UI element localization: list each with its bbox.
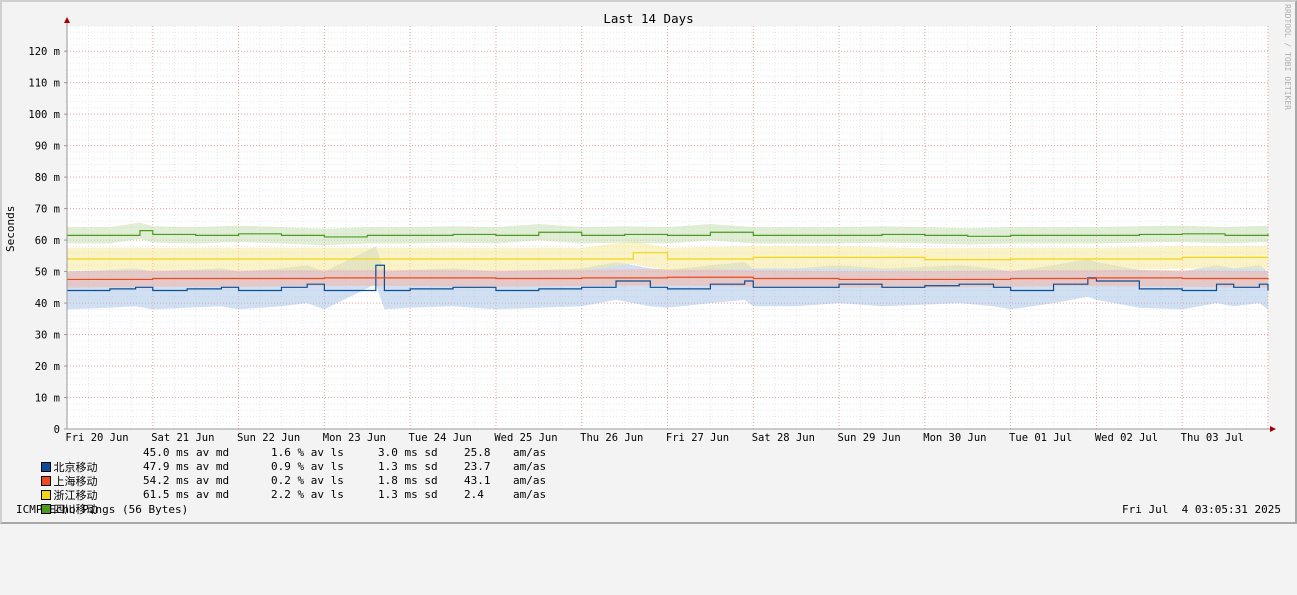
legend-amas: 2.4 [464,488,484,501]
y-tick-label: 100 m [28,109,60,121]
y-tick-label: 0 [54,424,60,436]
legend-amas: 23.7 [464,460,491,473]
legend-row: 四川移动 61.5 ms av md 2.2 % av ls 1.3 ms sd… [14,488,546,516]
legend-series-name: 四川移动 [53,503,98,516]
y-tick-label: 90 m [35,141,60,153]
legend-avg: 54.2 ms av md [143,474,230,487]
legend-swatch [40,490,51,500]
y-tick-label: 60 m [35,235,60,247]
legend-series-name: 浙江移动 [53,489,98,502]
legend-loss: 2.2 % av ls [271,488,344,501]
legend-avg: 45.0 ms av md [143,446,230,459]
x-tick-label: Thu 26 Jun [580,432,643,444]
x-tick-label: Sun 29 Jun [837,432,900,444]
footer-timestamp: Fri Jul 4 03:05:31 2025 [1122,503,1281,516]
chart-frame [0,0,1297,524]
series-line-4 [67,230,1269,238]
y-tick-label: 110 m [28,78,60,90]
legend-amas-unit: am/as [513,460,547,473]
y-tick-label: 10 m [35,393,60,405]
x-tick-label: Tue 24 Jun [409,432,472,444]
legend-sd: 3.0 ms sd [378,446,438,459]
legend-swatch [40,462,51,472]
y-tick-label: 30 m [35,330,60,342]
x-tick-label: Sun 22 Jun [237,432,300,444]
x-axis-arrow [1270,426,1276,432]
x-tick-label: Mon 23 Jun [323,432,386,444]
legend-row: 浙江移动 54.2 ms av md 0.2 % av ls 1.8 ms sd… [14,474,546,502]
series-line-1 [67,264,1269,292]
legend-series-name: 上海移动 [53,475,98,488]
legend-amas-unit: am/as [513,474,547,487]
legend-amas-unit: am/as [513,488,547,501]
legend-amas: 43.1 [464,474,491,487]
y-tick-label: 20 m [35,361,60,373]
legend-swatch [40,504,51,514]
legend-avg: 47.9 ms av md [143,460,230,473]
legend-amas: 25.8 [464,446,491,459]
legend-row: 北京移动 45.0 ms av md 1.6 % av ls 3.0 ms sd… [14,446,546,474]
x-tick-label: Fri 20 Jun [65,432,128,444]
legend-sd: 1.8 ms sd [378,474,438,487]
legend: 北京移动 45.0 ms av md 1.6 % av ls 3.0 ms sd… [14,446,546,516]
x-tick-label: Wed 25 Jun [494,432,557,444]
x-tick-label: Tue 01 Jul [1009,432,1072,444]
axes [64,17,1276,432]
x-tick-label: Sat 21 Jun [151,432,214,444]
y-tick-label: 50 m [35,267,60,279]
y-tick-label: 70 m [35,204,60,216]
legend-amas-unit: am/as [513,446,547,459]
ping-chart: 0 10 m 20 m 30 m 40 m 50 m 60 m 70 m 80 m 90 m 100… [28,17,1276,444]
x-tick-label: Fri 27 Jun [666,432,729,444]
series-line-3 [67,252,1268,261]
legend-loss: 0.9 % av ls [271,460,344,473]
footer-description: ICMP Echo Pings (56 Bytes) [16,503,189,516]
x-tick-label: Wed 02 Jul [1095,432,1158,444]
legend-sd: 1.3 ms sd [378,460,438,473]
x-tick-label: Thu 03 Jul [1181,432,1244,444]
legend-loss: 0.2 % av ls [271,474,344,487]
x-tick-label: Mon 30 Jun [923,432,986,444]
chart-title: Last 14 Days [603,11,694,26]
y-tick-label: 80 m [35,172,60,184]
y-axis-arrow [64,17,70,23]
y-tick-labels: 0 10 m 20 m 30 m 40 m 50 m 60 m 70 m 80 m 90 m 100… [28,46,67,436]
smoke-band-4 [67,222,1268,246]
y-tick-label: 40 m [35,298,60,310]
legend-swatch [40,476,51,486]
legend-avg: 61.5 ms av md [143,488,230,501]
x-tick-label: Sat 28 Jun [752,432,815,444]
legend-loss: 1.6 % av ls [271,446,344,459]
y-tick-label: 120 m [28,46,60,58]
legend-series-name: 北京移动 [53,461,98,474]
x-tick-labels: Fri 20 Jun Sat 21 Jun Sun 22 Jun Mon 23 Jun… [65,432,1243,444]
series-line-2 [67,276,1269,281]
legend-row: 上海移动 47.9 ms av md 0.9 % av ls 1.3 ms sd… [14,460,546,488]
legend-sd: 1.3 ms sd [378,488,438,501]
series-lines [67,230,1269,292]
